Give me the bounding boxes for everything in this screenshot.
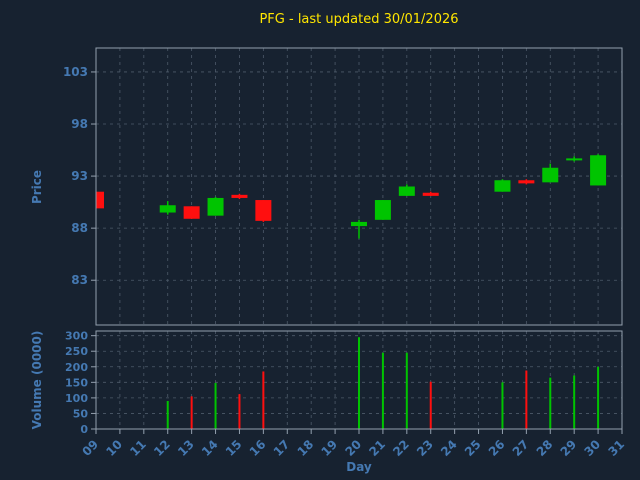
candle-body (590, 155, 607, 186)
candle-day-15 (231, 193, 248, 199)
candle-day-29 (566, 156, 583, 162)
tick-label: 23 (414, 437, 436, 459)
tick-label: 25 (462, 437, 484, 459)
candle-body (422, 192, 439, 196)
tick-label: 18 (295, 437, 317, 459)
candle-day-30 (590, 154, 607, 186)
candle-body (398, 186, 415, 196)
candle-body (96, 191, 104, 209)
tick-label: 21 (366, 437, 388, 459)
tick-label: 88 (71, 221, 88, 235)
axis-ticks (91, 71, 623, 434)
tick-label: 15 (223, 437, 245, 459)
candle-day-12 (159, 201, 176, 215)
candle-body (374, 200, 391, 220)
tick-label: 11 (127, 437, 149, 459)
chart-title: PFG - last updated 30/01/2026 (259, 12, 459, 27)
candle-day-9 (96, 191, 104, 209)
candle-day-28 (542, 163, 559, 183)
candle-body (518, 180, 535, 184)
tick-label: 93 (71, 169, 88, 183)
tick-label: 19 (319, 437, 341, 459)
candle-body (494, 180, 511, 192)
tick-label: 17 (271, 437, 293, 459)
tick-label: 29 (558, 437, 580, 459)
candle-day-22 (398, 184, 415, 196)
candle-body (351, 221, 367, 227)
tick-label: 250 (65, 345, 88, 358)
tick-label: 83 (71, 273, 88, 287)
candle-day-21 (374, 200, 391, 220)
tick-label: 0 (80, 423, 88, 436)
candle-day-23 (422, 191, 439, 196)
tick-label: 16 (247, 437, 269, 459)
tick-label: 98 (71, 117, 88, 131)
candle-day-16 (255, 200, 272, 222)
tick-label: 50 (73, 407, 89, 420)
candle-day-20 (351, 219, 367, 239)
tick-label: 30 (582, 437, 604, 459)
candle-body (566, 158, 583, 161)
tick-label: 26 (486, 437, 508, 459)
candle-body (159, 205, 176, 213)
tick-label: 150 (65, 376, 88, 389)
tick-label: 13 (175, 437, 197, 459)
tick-label: 27 (510, 437, 532, 459)
tick-label: 09 (79, 437, 101, 459)
tick-label: 14 (199, 437, 221, 459)
tick-label: 200 (65, 361, 88, 374)
tick-label: 20 (342, 437, 364, 459)
candle-body (207, 197, 224, 216)
candle-body (542, 167, 559, 183)
candle-day-26 (494, 179, 511, 192)
tick-label: 22 (390, 437, 412, 459)
tick-label: 12 (151, 437, 173, 459)
candle-body (255, 200, 272, 221)
candle-body (183, 206, 200, 219)
candle-day-27 (518, 179, 535, 185)
candle-day-13 (183, 206, 200, 219)
tick-label: 100 (65, 392, 88, 405)
volume-bars (166, 337, 600, 429)
candle-body (231, 194, 248, 198)
tick-label: 300 (65, 330, 88, 343)
x-axis-label: Day (346, 460, 372, 474)
tick-label: 31 (605, 437, 627, 459)
volume-axis-label: Volume (0000) (30, 330, 44, 430)
tick-label: 10 (103, 437, 125, 459)
tick-label: 28 (534, 437, 556, 459)
price-axis-label: Price (30, 169, 44, 205)
candle-day-14 (207, 196, 224, 216)
tick-label: 24 (438, 437, 460, 459)
tick-label: 103 (63, 65, 88, 79)
candles (96, 154, 607, 239)
